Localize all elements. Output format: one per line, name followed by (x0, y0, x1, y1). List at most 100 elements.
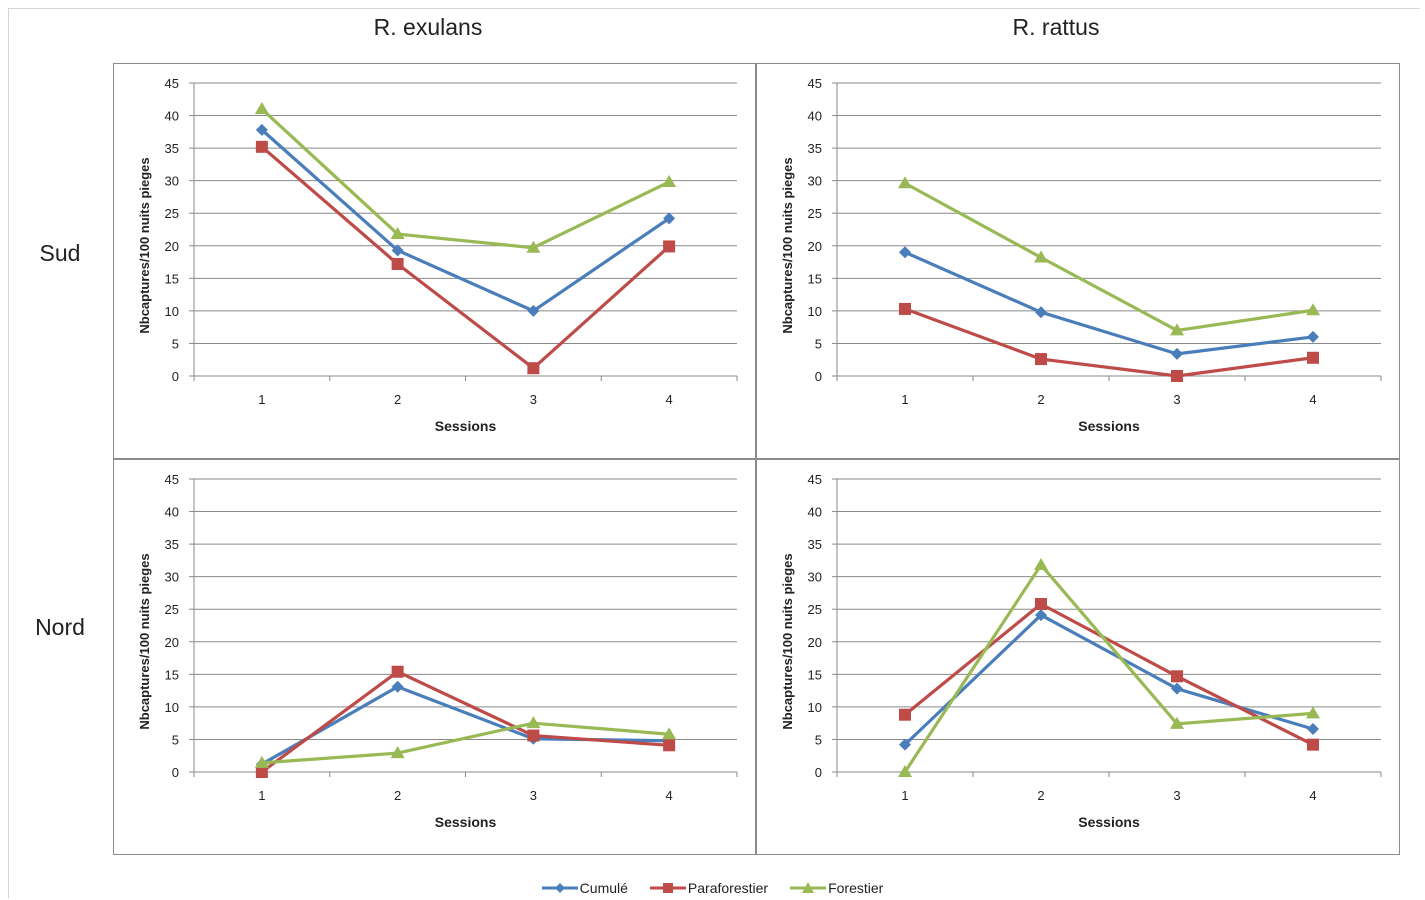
series-line-paraforestier (260, 670, 670, 774)
x-axis-label: Sessions (1078, 814, 1140, 830)
y-tick-label: 20 (808, 635, 822, 650)
data-point-cumule (527, 304, 540, 317)
data-point-cumule (1171, 347, 1183, 360)
panel-rattus-sud: 0 5 10 15 20 25 30 35 40 45 1 2 3 4 Sessions Nbcaptures… (756, 63, 1400, 459)
y-tick-label: 0 (815, 765, 822, 780)
x-axis-label: Sessions (435, 418, 497, 434)
y-tick-label: 15 (165, 667, 179, 682)
series-line-forestier (261, 721, 670, 765)
y-tick-label: 25 (808, 602, 822, 617)
series-line-forestier (903, 563, 1314, 773)
x-tick-label: 2 (1037, 788, 1044, 803)
row-label-sud: Sud (39, 240, 81, 266)
data-point-paraforestier (1307, 738, 1319, 751)
data-point-forestier (390, 746, 405, 759)
data-point-paraforestier (1171, 370, 1183, 382)
y-tick-label: 15 (808, 667, 822, 682)
y-axis-label: Nbcaptures/100 nuits pieges (780, 157, 795, 333)
y-tick-label: 10 (165, 700, 179, 715)
y-tick-label: 25 (165, 602, 179, 617)
data-point-forestier (1170, 323, 1184, 336)
y-tick-label: 40 (808, 505, 822, 520)
x-tick-label: 4 (1309, 788, 1316, 803)
y-tick-label: 10 (808, 304, 822, 319)
y-tick-label: 5 (815, 336, 822, 351)
y-axis-label: Nbcaptures/100 nuits pieges (137, 553, 152, 729)
data-point-forestier (662, 727, 677, 740)
y-tick-label: 40 (165, 505, 179, 520)
y-tick-label: 15 (808, 271, 822, 286)
y-tick-label: 45 (165, 472, 179, 487)
x-tick-label: 4 (666, 788, 673, 803)
y-tick-label: 45 (808, 472, 822, 487)
data-point-paraforestier (1171, 670, 1183, 683)
data-point-paraforestier (391, 665, 404, 678)
x-tick-label: 2 (1037, 392, 1044, 407)
y-tick-label: 10 (808, 700, 822, 715)
y-tick-label: 30 (165, 174, 179, 189)
panel-border (756, 63, 1400, 459)
data-point-cumule (391, 680, 404, 693)
series-line-forestier (904, 181, 1314, 333)
data-point-forestier (1306, 303, 1320, 316)
data-point-paraforestier (663, 240, 676, 253)
x-tick-label: 4 (666, 392, 673, 407)
data-point-cumule (255, 123, 268, 136)
data-point-paraforestier (1035, 353, 1047, 366)
y-tick-label: 45 (808, 76, 822, 91)
data-point-forestier (1306, 706, 1320, 719)
data-point-cumule (1307, 330, 1319, 343)
x-tick-label: 1 (258, 788, 265, 803)
y-tick-label: 40 (165, 109, 179, 124)
x-tick-label: 3 (530, 788, 537, 803)
panel-border (113, 63, 756, 459)
series-line-paraforestier (260, 145, 671, 370)
data-point-forestier (1034, 250, 1048, 263)
x-tick-label: 1 (901, 788, 908, 803)
data-point-paraforestier (391, 258, 404, 271)
y-tick-label: 25 (808, 206, 822, 221)
series-line-cumule (904, 250, 1314, 356)
y-tick-label: 35 (165, 537, 179, 552)
y-tick-label: 5 (172, 336, 179, 351)
legend-label-forestier: Forestier (828, 880, 884, 896)
y-axis-label: Nbcaptures/100 nuits pieges (780, 553, 795, 729)
y-tick-label: 15 (165, 271, 179, 286)
x-axis-label: Sessions (435, 814, 497, 830)
panel-border (113, 459, 756, 855)
data-point-cumule (1035, 609, 1047, 622)
y-tick-label: 30 (808, 570, 822, 585)
data-point-cumule (899, 738, 911, 751)
y-axis-label: Nbcaptures/100 nuits pieges (137, 157, 152, 333)
data-point-cumule (391, 244, 404, 257)
panel-exulans-sud: 0 5 10 15 20 25 30 35 40 45 1 2 3 4 Sessions Nbcaptures… (113, 63, 756, 459)
legend-swatch-cumule (541, 883, 578, 893)
legend-item-cumule: Cumulé (541, 876, 628, 900)
x-axis-label: Sessions (1078, 418, 1140, 434)
data-point-paraforestier (899, 708, 911, 721)
x-tick-label: 1 (258, 392, 265, 407)
y-tick-label: 25 (165, 206, 179, 221)
legend: Cumulé Paraforestier Forestier (0, 876, 1425, 900)
series-line-cumule (260, 128, 671, 313)
data-point-paraforestier (255, 140, 268, 153)
data-point-forestier (898, 765, 912, 777)
y-tick-label: 20 (165, 239, 179, 254)
x-tick-label: 1 (901, 392, 908, 407)
x-tick-label: 3 (1173, 788, 1180, 803)
legend-item-paraforestier: Paraforestier (649, 876, 768, 900)
y-tick-label: 30 (165, 570, 179, 585)
legend-swatch-paraforestier (649, 883, 686, 893)
x-tick-label: 3 (1173, 392, 1180, 407)
data-point-cumule (1035, 306, 1047, 319)
data-point-forestier (1170, 716, 1184, 729)
y-tick-label: 5 (815, 732, 822, 747)
data-point-paraforestier (663, 739, 676, 752)
y-tick-label: 0 (172, 765, 179, 780)
y-tick-label: 10 (165, 304, 179, 319)
data-point-paraforestier (527, 729, 540, 742)
y-tick-label: 40 (808, 109, 822, 124)
data-point-paraforestier (255, 766, 268, 778)
data-point-forestier (898, 176, 912, 189)
